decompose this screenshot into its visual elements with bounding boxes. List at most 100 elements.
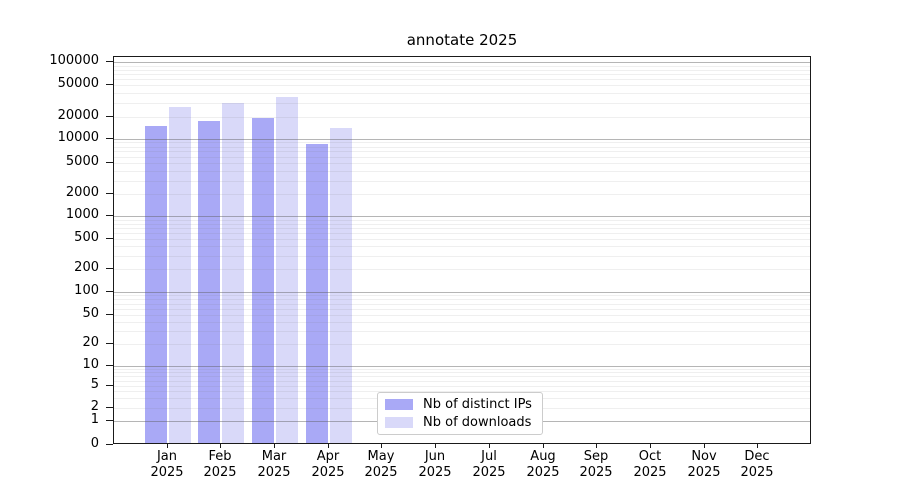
y-tick-label-2000: 2000 <box>65 185 99 201</box>
x-tick-mark-may-2025 <box>381 444 382 448</box>
x-tick-label-mar-2025: Mar 2025 <box>257 449 291 480</box>
gridline-5000 <box>114 163 810 165</box>
y-tick-mark-20 <box>106 343 113 345</box>
gridline-20 <box>114 344 810 346</box>
legend-swatch-icon <box>385 399 413 411</box>
gridline-50 <box>114 315 810 317</box>
legend-item-nb-of-downloads: Nb of downloads <box>385 415 534 430</box>
bar-mar-2025-nb-of-distinct-ips <box>252 118 274 443</box>
y-tick-label-20000: 20000 <box>57 107 99 123</box>
bar-feb-2025-nb-of-distinct-ips <box>198 121 220 443</box>
gridline-200 <box>114 268 810 270</box>
gridline-8 <box>114 372 810 374</box>
x-tick-mark-apr-2025 <box>328 444 329 448</box>
gridline-900 <box>114 219 810 221</box>
gridline-7000 <box>114 151 810 153</box>
gridline-30000 <box>114 102 810 104</box>
gridline-40000 <box>114 92 810 94</box>
gridline-90000 <box>114 65 810 67</box>
gridline-6000 <box>114 156 810 158</box>
gridline-100 <box>114 291 810 293</box>
legend-swatch-icon <box>385 416 413 428</box>
gridline-2000 <box>114 194 810 196</box>
y-tick-mark-200 <box>106 267 113 269</box>
y-tick-label-0: 0 <box>90 436 99 451</box>
y-tick-mark-50000 <box>106 84 113 86</box>
y-tick-mark-2 <box>106 406 113 408</box>
x-tick-label-jul-2025: Jul 2025 <box>472 449 506 480</box>
gridline-10000 <box>114 138 810 140</box>
x-tick-label-nov-2025: Nov 2025 <box>687 449 721 480</box>
gridline-60 <box>114 309 810 311</box>
gridline-90 <box>114 295 810 297</box>
x-tick-label-jun-2025: Jun 2025 <box>418 449 452 480</box>
bar-apr-2025-nb-of-distinct-ips <box>306 144 328 443</box>
x-tick-mark-dec-2025 <box>757 444 758 448</box>
y-tick-label-2: 2 <box>90 398 99 414</box>
y-tick-mark-500 <box>106 238 113 240</box>
y-tick-label-20: 20 <box>82 335 99 351</box>
y-tick-mark-2000 <box>106 193 113 195</box>
gridline-30 <box>114 331 810 333</box>
y-tick-label-500: 500 <box>74 230 99 246</box>
gridline-500 <box>114 239 810 241</box>
x-tick-label-dec-2025: Dec 2025 <box>740 449 774 480</box>
y-tick-label-50000: 50000 <box>57 76 99 92</box>
x-tick-mark-mar-2025 <box>274 444 275 448</box>
gridline-9 <box>114 368 810 370</box>
y-tick-mark-1 <box>106 420 113 421</box>
plot-area <box>113 56 811 444</box>
gridline-4000 <box>114 170 810 172</box>
y-tick-label-10: 10 <box>82 357 99 372</box>
gridline-400 <box>114 246 810 248</box>
x-tick-mark-jul-2025 <box>489 444 490 448</box>
x-tick-label-feb-2025: Feb 2025 <box>203 449 237 480</box>
y-tick-mark-10000 <box>106 137 113 139</box>
gridline-300 <box>114 255 810 257</box>
legend-label: Nb of distinct IPs <box>423 397 532 413</box>
y-tick-mark-20000 <box>106 115 113 117</box>
bar-mar-2025-nb-of-downloads <box>276 97 298 443</box>
gridline-20000 <box>114 116 810 118</box>
gridline-40 <box>114 322 810 324</box>
x-tick-mark-jan-2025 <box>167 444 168 448</box>
y-tick-mark-1000 <box>106 215 113 217</box>
x-tick-mark-oct-2025 <box>650 444 651 448</box>
y-tick-mark-5 <box>106 384 113 386</box>
gridline-80000 <box>114 69 810 71</box>
gridline-3000 <box>114 180 810 182</box>
x-tick-label-apr-2025: Apr 2025 <box>311 449 345 480</box>
gridline-5 <box>114 385 810 387</box>
gridline-60000 <box>114 79 810 81</box>
bar-apr-2025-nb-of-downloads <box>330 128 352 443</box>
gridline-1000 <box>114 216 810 218</box>
x-tick-label-sep-2025: Sep 2025 <box>579 449 613 480</box>
x-tick-mark-nov-2025 <box>704 444 705 448</box>
y-tick-label-200: 200 <box>74 259 99 275</box>
y-tick-label-10000: 10000 <box>57 129 99 145</box>
y-tick-mark-10 <box>106 365 113 366</box>
chart-title: annotate 2025 <box>406 31 518 49</box>
y-tick-mark-5000 <box>106 162 113 164</box>
gridline-10 <box>114 366 810 367</box>
gridline-4 <box>114 391 810 393</box>
y-tick-label-100000: 100000 <box>49 53 99 68</box>
gridline-800 <box>114 223 810 225</box>
y-tick-label-50: 50 <box>82 306 99 322</box>
gridline-700 <box>114 228 810 230</box>
gridline-6 <box>114 380 810 382</box>
y-tick-label-5000: 5000 <box>65 154 99 170</box>
x-tick-mark-aug-2025 <box>543 444 544 448</box>
x-tick-label-jan-2025: Jan 2025 <box>150 449 184 480</box>
gridline-70 <box>114 303 810 305</box>
gridline-7 <box>114 376 810 378</box>
y-tick-mark-100000 <box>106 61 113 62</box>
gridline-70000 <box>114 73 810 75</box>
x-tick-label-oct-2025: Oct 2025 <box>633 449 667 480</box>
gridline-9000 <box>114 142 810 144</box>
y-tick-label-1: 1 <box>90 412 99 427</box>
y-tick-label-1000: 1000 <box>65 207 99 223</box>
x-tick-mark-sep-2025 <box>596 444 597 448</box>
legend: Nb of distinct IPs Nb of downloads <box>377 392 543 435</box>
